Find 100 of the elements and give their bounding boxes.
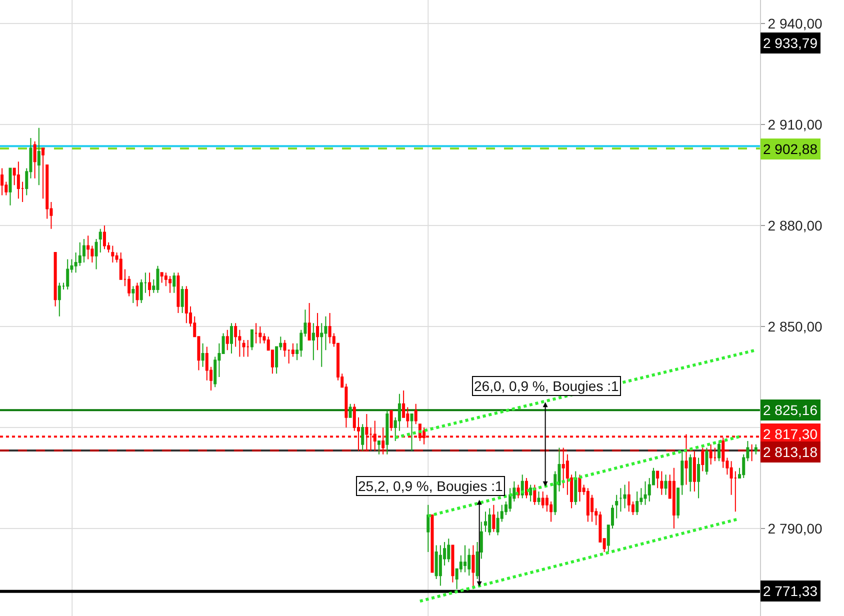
candlestick xyxy=(701,447,704,472)
candlestick xyxy=(365,414,368,452)
candlestick xyxy=(718,440,721,462)
ref-line-label: 2 813,18 xyxy=(763,444,818,460)
candlestick xyxy=(180,286,184,314)
candlestick xyxy=(656,470,660,489)
candlestick xyxy=(184,286,188,324)
candlestick xyxy=(242,339,246,358)
candlestick xyxy=(111,245,114,264)
candlestick xyxy=(148,272,152,297)
candlestick xyxy=(66,258,70,290)
candlestick xyxy=(42,148,45,200)
candlestick xyxy=(529,484,532,502)
candlestick xyxy=(377,440,380,455)
ref-line-label: 2 825,16 xyxy=(763,402,818,418)
candlestick xyxy=(492,504,496,532)
candlestick xyxy=(136,282,139,307)
candlestick xyxy=(386,410,389,455)
annotation: 26,0, 0,9 %, Bougies :1 xyxy=(474,378,619,394)
candlestick xyxy=(16,161,20,200)
candlestick xyxy=(230,322,233,354)
candlestick xyxy=(688,454,692,492)
candlestick xyxy=(574,470,578,506)
candlestick xyxy=(636,490,639,516)
candlestick xyxy=(373,420,376,452)
candlestick xyxy=(750,444,754,462)
candlestick xyxy=(410,414,414,452)
y-tick-label: 2 910,00 xyxy=(768,116,823,132)
candlestick xyxy=(94,238,98,270)
candlestick xyxy=(37,127,40,186)
ref-line-label: 2 771,33 xyxy=(763,583,818,599)
candlestick xyxy=(676,488,680,519)
candlestick xyxy=(258,326,262,344)
candlestick xyxy=(488,508,492,536)
candlestick xyxy=(451,544,454,583)
candlestick xyxy=(672,467,676,529)
candlestick xyxy=(8,168,12,206)
candlestick xyxy=(176,272,180,314)
candlestick xyxy=(430,514,434,573)
candlestick xyxy=(664,474,668,496)
candlestick xyxy=(348,403,352,418)
candlestick xyxy=(619,488,622,512)
candlestick xyxy=(82,238,86,264)
ref-line-label: 2 817,30 xyxy=(763,426,818,442)
candlestick xyxy=(382,427,385,455)
candlestick xyxy=(58,282,61,317)
candlestick xyxy=(484,511,487,532)
candlestick xyxy=(168,276,172,294)
candlestick xyxy=(447,538,450,563)
candlestick xyxy=(541,490,544,509)
y-tick-label: 2 880,00 xyxy=(768,217,823,234)
candlestick xyxy=(537,490,540,506)
candlestick xyxy=(578,474,582,502)
y-tick-label: 2 940,00 xyxy=(768,15,823,32)
candlestick xyxy=(615,494,618,519)
candlestick xyxy=(160,272,164,284)
candlestick xyxy=(246,339,250,358)
ref-line-label: 2 902,88 xyxy=(763,141,818,157)
candlestick xyxy=(754,444,758,455)
candlestick xyxy=(102,225,106,250)
candlestick xyxy=(132,286,135,304)
candlestick xyxy=(426,504,430,553)
candlestick xyxy=(0,168,4,196)
candlestick xyxy=(438,544,442,586)
candlestick xyxy=(226,329,229,351)
annotation: 25,2, 0,9 %, Bougies :1 xyxy=(358,478,503,494)
candlestick xyxy=(644,480,647,506)
candlestick xyxy=(316,312,320,351)
candlestick xyxy=(201,342,204,368)
candlestick xyxy=(156,265,160,294)
candlestick xyxy=(684,434,688,486)
candlestick xyxy=(709,444,712,466)
candlestick xyxy=(660,470,664,496)
candlestick xyxy=(328,312,332,344)
candlestick xyxy=(308,302,311,340)
candlestick xyxy=(98,228,102,253)
candlestick xyxy=(705,447,708,476)
candlestick xyxy=(361,424,364,452)
candlestick xyxy=(86,235,90,260)
candlestick xyxy=(697,457,700,499)
candlestick xyxy=(172,272,176,294)
candlestick xyxy=(692,450,696,492)
text: 2 933,79 xyxy=(763,35,818,51)
candlestick xyxy=(468,548,471,576)
candlestick xyxy=(250,329,254,351)
candlestick xyxy=(627,480,630,512)
y-tick-label: 2 790,00 xyxy=(768,520,823,536)
candlestick xyxy=(33,140,36,179)
candlestick xyxy=(54,252,57,307)
candlestick xyxy=(422,427,426,445)
candlestick xyxy=(254,322,258,344)
candlestick xyxy=(586,488,590,522)
candlestick xyxy=(414,403,418,425)
candlestick xyxy=(464,544,467,573)
candlestick xyxy=(623,484,626,509)
candlestick xyxy=(390,410,393,432)
candlestick xyxy=(713,447,716,462)
candlestick xyxy=(680,450,684,496)
candlestick xyxy=(312,322,315,361)
candlestick xyxy=(524,477,528,499)
